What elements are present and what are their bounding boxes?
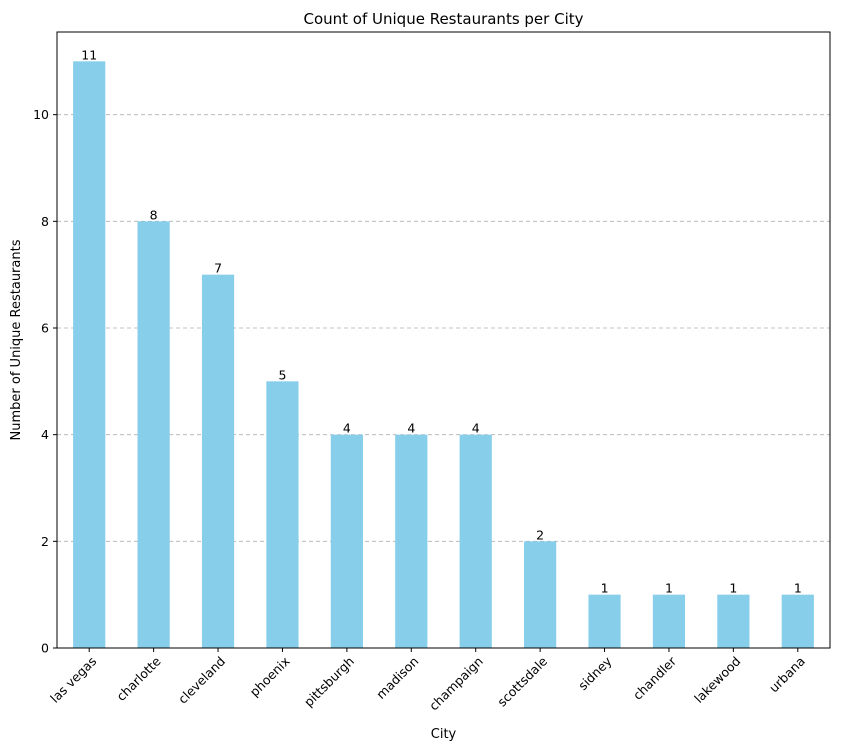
bars	[73, 61, 814, 649]
y-tick-label: 0	[41, 641, 49, 656]
bar	[73, 61, 106, 649]
bar	[652, 594, 686, 648]
x-tick-label: madison	[373, 654, 421, 702]
data-label: 4	[407, 421, 415, 436]
data-label: 4	[343, 421, 351, 436]
data-label: 1	[665, 581, 673, 596]
x-axis-ticks: las vegas charlotte cleveland phoenix pittsb…	[47, 648, 808, 713]
x-tick-label: chandler	[630, 653, 680, 703]
y-axis-label: Number of Unique Restaurants	[9, 239, 24, 440]
x-tick-label: scottsdale	[494, 653, 550, 709]
bar	[137, 221, 170, 649]
x-tick-label: phoenix	[247, 654, 293, 700]
plot-frame	[56, 31, 831, 649]
data-label: 1	[729, 581, 737, 596]
y-tick-label: 10	[33, 107, 49, 122]
bar	[201, 274, 235, 648]
y-tick-label: 6	[41, 321, 49, 336]
x-tick-label: pittsburgh	[301, 654, 357, 710]
bar	[524, 541, 557, 648]
data-label: 1	[794, 581, 802, 596]
x-tick-label: sidney	[575, 653, 615, 693]
data-label: 5	[278, 367, 286, 382]
y-tick-label: 2	[41, 534, 49, 549]
bar	[330, 434, 363, 648]
x-tick-label: lakewood	[691, 654, 743, 706]
bar	[395, 434, 428, 648]
data-label: 11	[81, 47, 97, 62]
bar	[781, 594, 814, 648]
bar	[588, 594, 621, 648]
bar	[266, 381, 299, 648]
x-tick-label: las vegas	[47, 654, 99, 706]
x-tick-label: charlotte	[113, 653, 164, 704]
data-label: 4	[472, 421, 480, 436]
bar	[717, 594, 750, 648]
data-label: 2	[536, 527, 544, 542]
data-label: 1	[601, 581, 609, 596]
x-tick-label: champaign	[426, 654, 486, 714]
y-tick-label: 4	[41, 427, 49, 442]
x-tick-label: urbana	[766, 654, 808, 696]
y-axis-ticks: 0 2 4 6 8 10	[33, 107, 57, 656]
data-label: 7	[214, 261, 222, 276]
x-axis-label: City	[431, 727, 457, 742]
data-label: 8	[150, 207, 158, 222]
grid-lines	[57, 114, 830, 542]
x-tick-label: cleveland	[175, 654, 228, 707]
y-tick-label: 8	[41, 214, 49, 229]
bar	[459, 434, 492, 648]
chart-title: Count of Unique Restaurants per City	[303, 10, 583, 28]
